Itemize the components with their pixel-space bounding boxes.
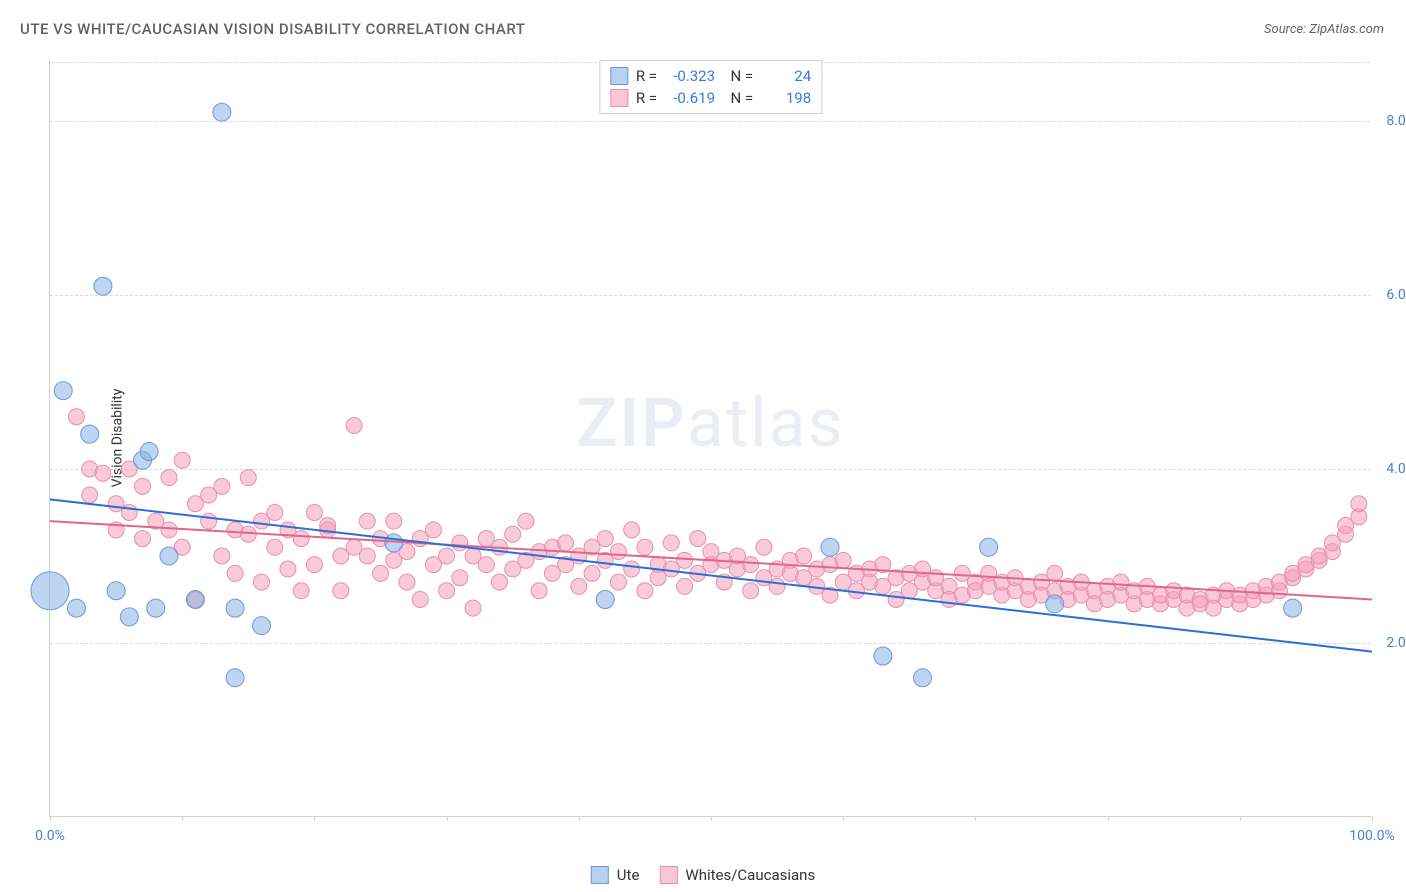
legend-swatch-white bbox=[659, 866, 677, 884]
stats-row-ute: R = -0.323 N = 24 bbox=[610, 65, 811, 87]
legend-item-white: Whites/Caucasians bbox=[659, 866, 815, 884]
y-tick-label: 8.0% bbox=[1386, 113, 1406, 129]
legend-bottom: Ute Whites/Caucasians bbox=[591, 866, 815, 884]
stats-n-white: 198 bbox=[761, 87, 811, 109]
legend-swatch-ute bbox=[591, 866, 609, 884]
stats-n-label2: N = bbox=[723, 87, 753, 109]
legend-label-white: Whites/Caucasians bbox=[685, 866, 815, 884]
x-tick-label: 0.0% bbox=[35, 828, 65, 844]
stats-r-white: -0.619 bbox=[665, 87, 715, 109]
y-tick-label: 6.0% bbox=[1386, 287, 1406, 303]
x-tick-label: 100.0% bbox=[1349, 828, 1394, 844]
swatch-white bbox=[610, 89, 628, 107]
source-label: Source: ZipAtlas.com bbox=[1264, 22, 1384, 37]
stats-n-label: N = bbox=[723, 65, 753, 87]
legend-label-ute: Ute bbox=[617, 866, 640, 884]
chart-title: UTE VS WHITE/CAUCASIAN VISION DISABILITY… bbox=[20, 20, 525, 38]
y-tick-label: 4.0% bbox=[1386, 461, 1406, 477]
plot-area: Vision Disability ZIPatlas 2.0%4.0%6.0%8… bbox=[49, 60, 1371, 817]
legend-item-ute: Ute bbox=[591, 866, 640, 884]
stats-legend-box: R = -0.323 N = 24 R = -0.619 N = 198 bbox=[599, 60, 822, 114]
scatter-svg bbox=[50, 60, 1371, 816]
stats-r-label: R = bbox=[636, 65, 657, 87]
stats-r-ute: -0.323 bbox=[665, 65, 715, 87]
stats-n-ute: 24 bbox=[761, 65, 811, 87]
stats-row-white: R = -0.619 N = 198 bbox=[610, 87, 811, 109]
swatch-ute bbox=[610, 67, 628, 85]
stats-r-label2: R = bbox=[636, 87, 657, 109]
y-tick-label: 2.0% bbox=[1386, 635, 1406, 651]
chart-container: UTE VS WHITE/CAUCASIAN VISION DISABILITY… bbox=[0, 0, 1406, 892]
